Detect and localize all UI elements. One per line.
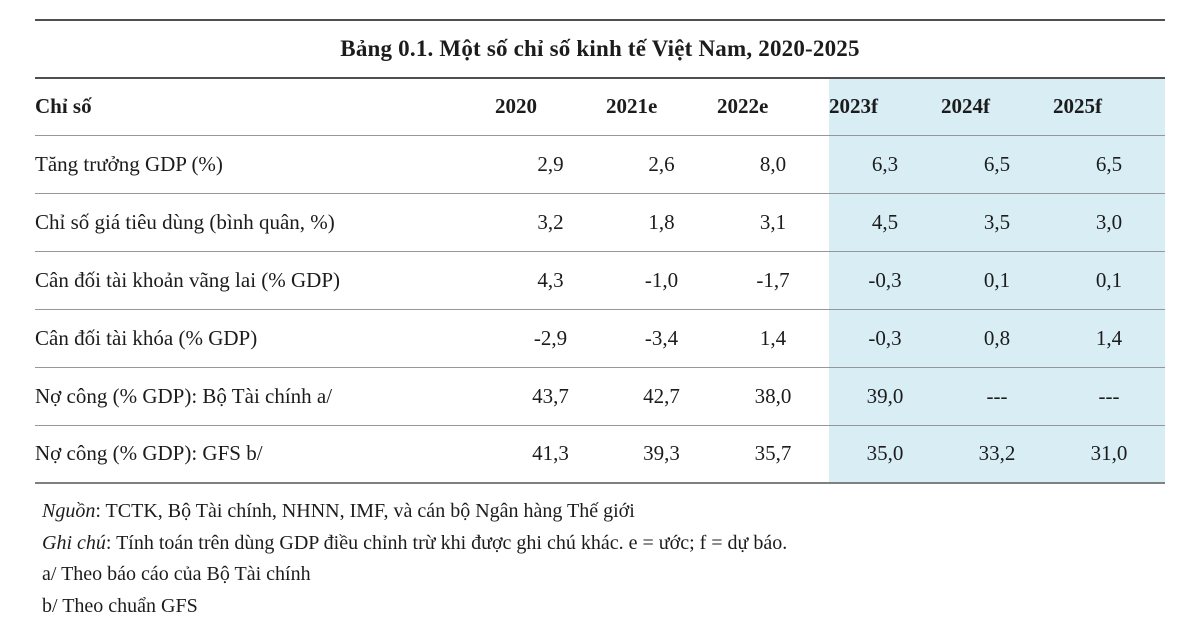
column-header-2020: 2020	[495, 79, 606, 136]
row-label: Nợ công (% GDP): GFS b/	[35, 425, 495, 484]
note-label: Ghi chú	[42, 531, 106, 554]
table-cell: 2,6	[606, 135, 717, 194]
footnote-a: a/ Theo báo cáo của Bộ Tài chính	[42, 563, 311, 585]
table-row-gdp-growth: Tăng trưởng GDP (%) 2,9 2,6 8,0 6,3 6,5 …	[35, 135, 1165, 194]
table-cell: 3,1	[717, 193, 829, 252]
column-header-2024f: 2024f	[941, 79, 1053, 136]
table-cell: -1,7	[717, 251, 829, 310]
table-cell: -1,0	[606, 251, 717, 310]
column-header-2021e: 2021e	[606, 79, 717, 136]
row-label: Cân đối tài khóa (% GDP)	[35, 309, 495, 368]
table-cell: 41,3	[495, 425, 606, 484]
table-cell: 0,1	[1053, 251, 1165, 310]
table-row-public-debt-mof: Nợ công (% GDP): Bộ Tài chính a/ 43,7 42…	[35, 367, 1165, 426]
source-label: Nguồn	[42, 500, 96, 522]
table-footnotes: Nguồn: TCTK, Bộ Tài chính, NHNN, IMF, và…	[35, 496, 1165, 622]
table-row-fiscal-balance: Cân đối tài khóa (% GDP) -2,9 -3,4 1,4 -…	[35, 309, 1165, 368]
table-cell: 6,3	[829, 135, 941, 194]
table-cell: 4,5	[829, 193, 941, 252]
note-text: : Tính toán trên dùng GDP điều chỉnh trừ…	[105, 531, 788, 554]
table-cell: 33,2	[941, 425, 1053, 484]
table-cell: 43,7	[495, 367, 606, 426]
row-label: Chỉ số giá tiêu dùng (bình quân, %)	[35, 193, 495, 252]
column-header-2023f: 2023f	[829, 79, 941, 136]
table-cell: 0,8	[941, 309, 1053, 368]
footnote-b: b/ Theo chuẩn GFS	[42, 594, 198, 617]
table-cell: 3,2	[495, 193, 606, 252]
table-row-public-debt-gfs: Nợ công (% GDP): GFS b/ 41,3 39,3 35,7 3…	[35, 425, 1165, 484]
table-cell: 1,4	[1053, 309, 1165, 368]
table-cell: -2,9	[495, 309, 606, 368]
column-header-indicator: Chỉ số	[35, 79, 495, 136]
source-text: : TCTK, Bộ Tài chính, NHNN, IMF, và cán …	[95, 500, 635, 522]
table-cell: 0,1	[941, 251, 1053, 310]
table-header-row: Chỉ số 2020 2021e 2022e 2023f 2024f 2025…	[35, 79, 1165, 136]
row-label: Cân đối tài khoản vãng lai (% GDP)	[35, 251, 495, 310]
table-title-bar: Bảng 0.1. Một số chỉ số kinh tế Việt Nam…	[35, 19, 1165, 79]
table-cell: ---	[1053, 367, 1165, 426]
source-line: Nguồn: TCTK, Bộ Tài chính, NHNN, IMF, và…	[42, 496, 1165, 528]
note-line: Ghi chú: Tính toán trên dùng GDP điều ch…	[42, 528, 1165, 560]
table-cell: 3,5	[941, 193, 1053, 252]
table-cell: 38,0	[717, 367, 829, 426]
economic-indicators-table: Bảng 0.1. Một số chỉ số kinh tế Việt Nam…	[35, 19, 1165, 622]
column-header-2025f: 2025f	[1053, 79, 1165, 136]
table-cell: 39,3	[606, 425, 717, 484]
table-cell: 1,8	[606, 193, 717, 252]
table-cell: ---	[941, 367, 1053, 426]
table-cell: 35,0	[829, 425, 941, 484]
table-cell: 6,5	[941, 135, 1053, 194]
table-cell: 3,0	[1053, 193, 1165, 252]
table-cell: 8,0	[717, 135, 829, 194]
row-label: Tăng trưởng GDP (%)	[35, 135, 495, 194]
table-cell: 4,3	[495, 251, 606, 310]
table-cell: 6,5	[1053, 135, 1165, 194]
table-row-cpi: Chỉ số giá tiêu dùng (bình quân, %) 3,2 …	[35, 193, 1165, 252]
table-cell: 31,0	[1053, 425, 1165, 484]
table-title: Bảng 0.1. Một số chỉ số kinh tế Việt Nam…	[340, 36, 860, 61]
table-cell: 39,0	[829, 367, 941, 426]
table-cell: 42,7	[606, 367, 717, 426]
row-label: Nợ công (% GDP): Bộ Tài chính a/	[35, 367, 495, 426]
table-cell: 2,9	[495, 135, 606, 194]
table-cell: 35,7	[717, 425, 829, 484]
column-header-2022e: 2022e	[717, 79, 829, 136]
table-cell: -0,3	[829, 251, 941, 310]
table-row-current-account: Cân đối tài khoản vãng lai (% GDP) 4,3 -…	[35, 251, 1165, 310]
table-cell: -3,4	[606, 309, 717, 368]
indicators-table: Chỉ số 2020 2021e 2022e 2023f 2024f 2025…	[35, 79, 1165, 484]
table-cell: -0,3	[829, 309, 941, 368]
table-cell: 1,4	[717, 309, 829, 368]
